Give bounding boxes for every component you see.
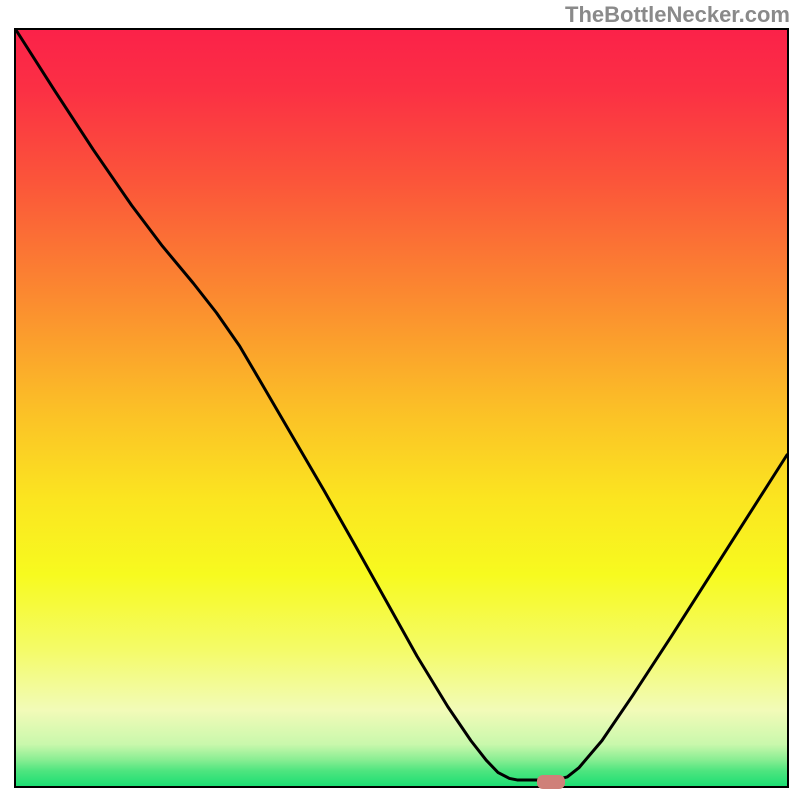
optimal-marker <box>537 775 565 789</box>
chart-container: TheBottleNecker.com <box>0 0 800 800</box>
plot-area <box>14 28 789 788</box>
bottleneck-curve <box>16 30 787 780</box>
watermark-text: TheBottleNecker.com <box>565 2 790 28</box>
curve-layer <box>16 30 787 786</box>
